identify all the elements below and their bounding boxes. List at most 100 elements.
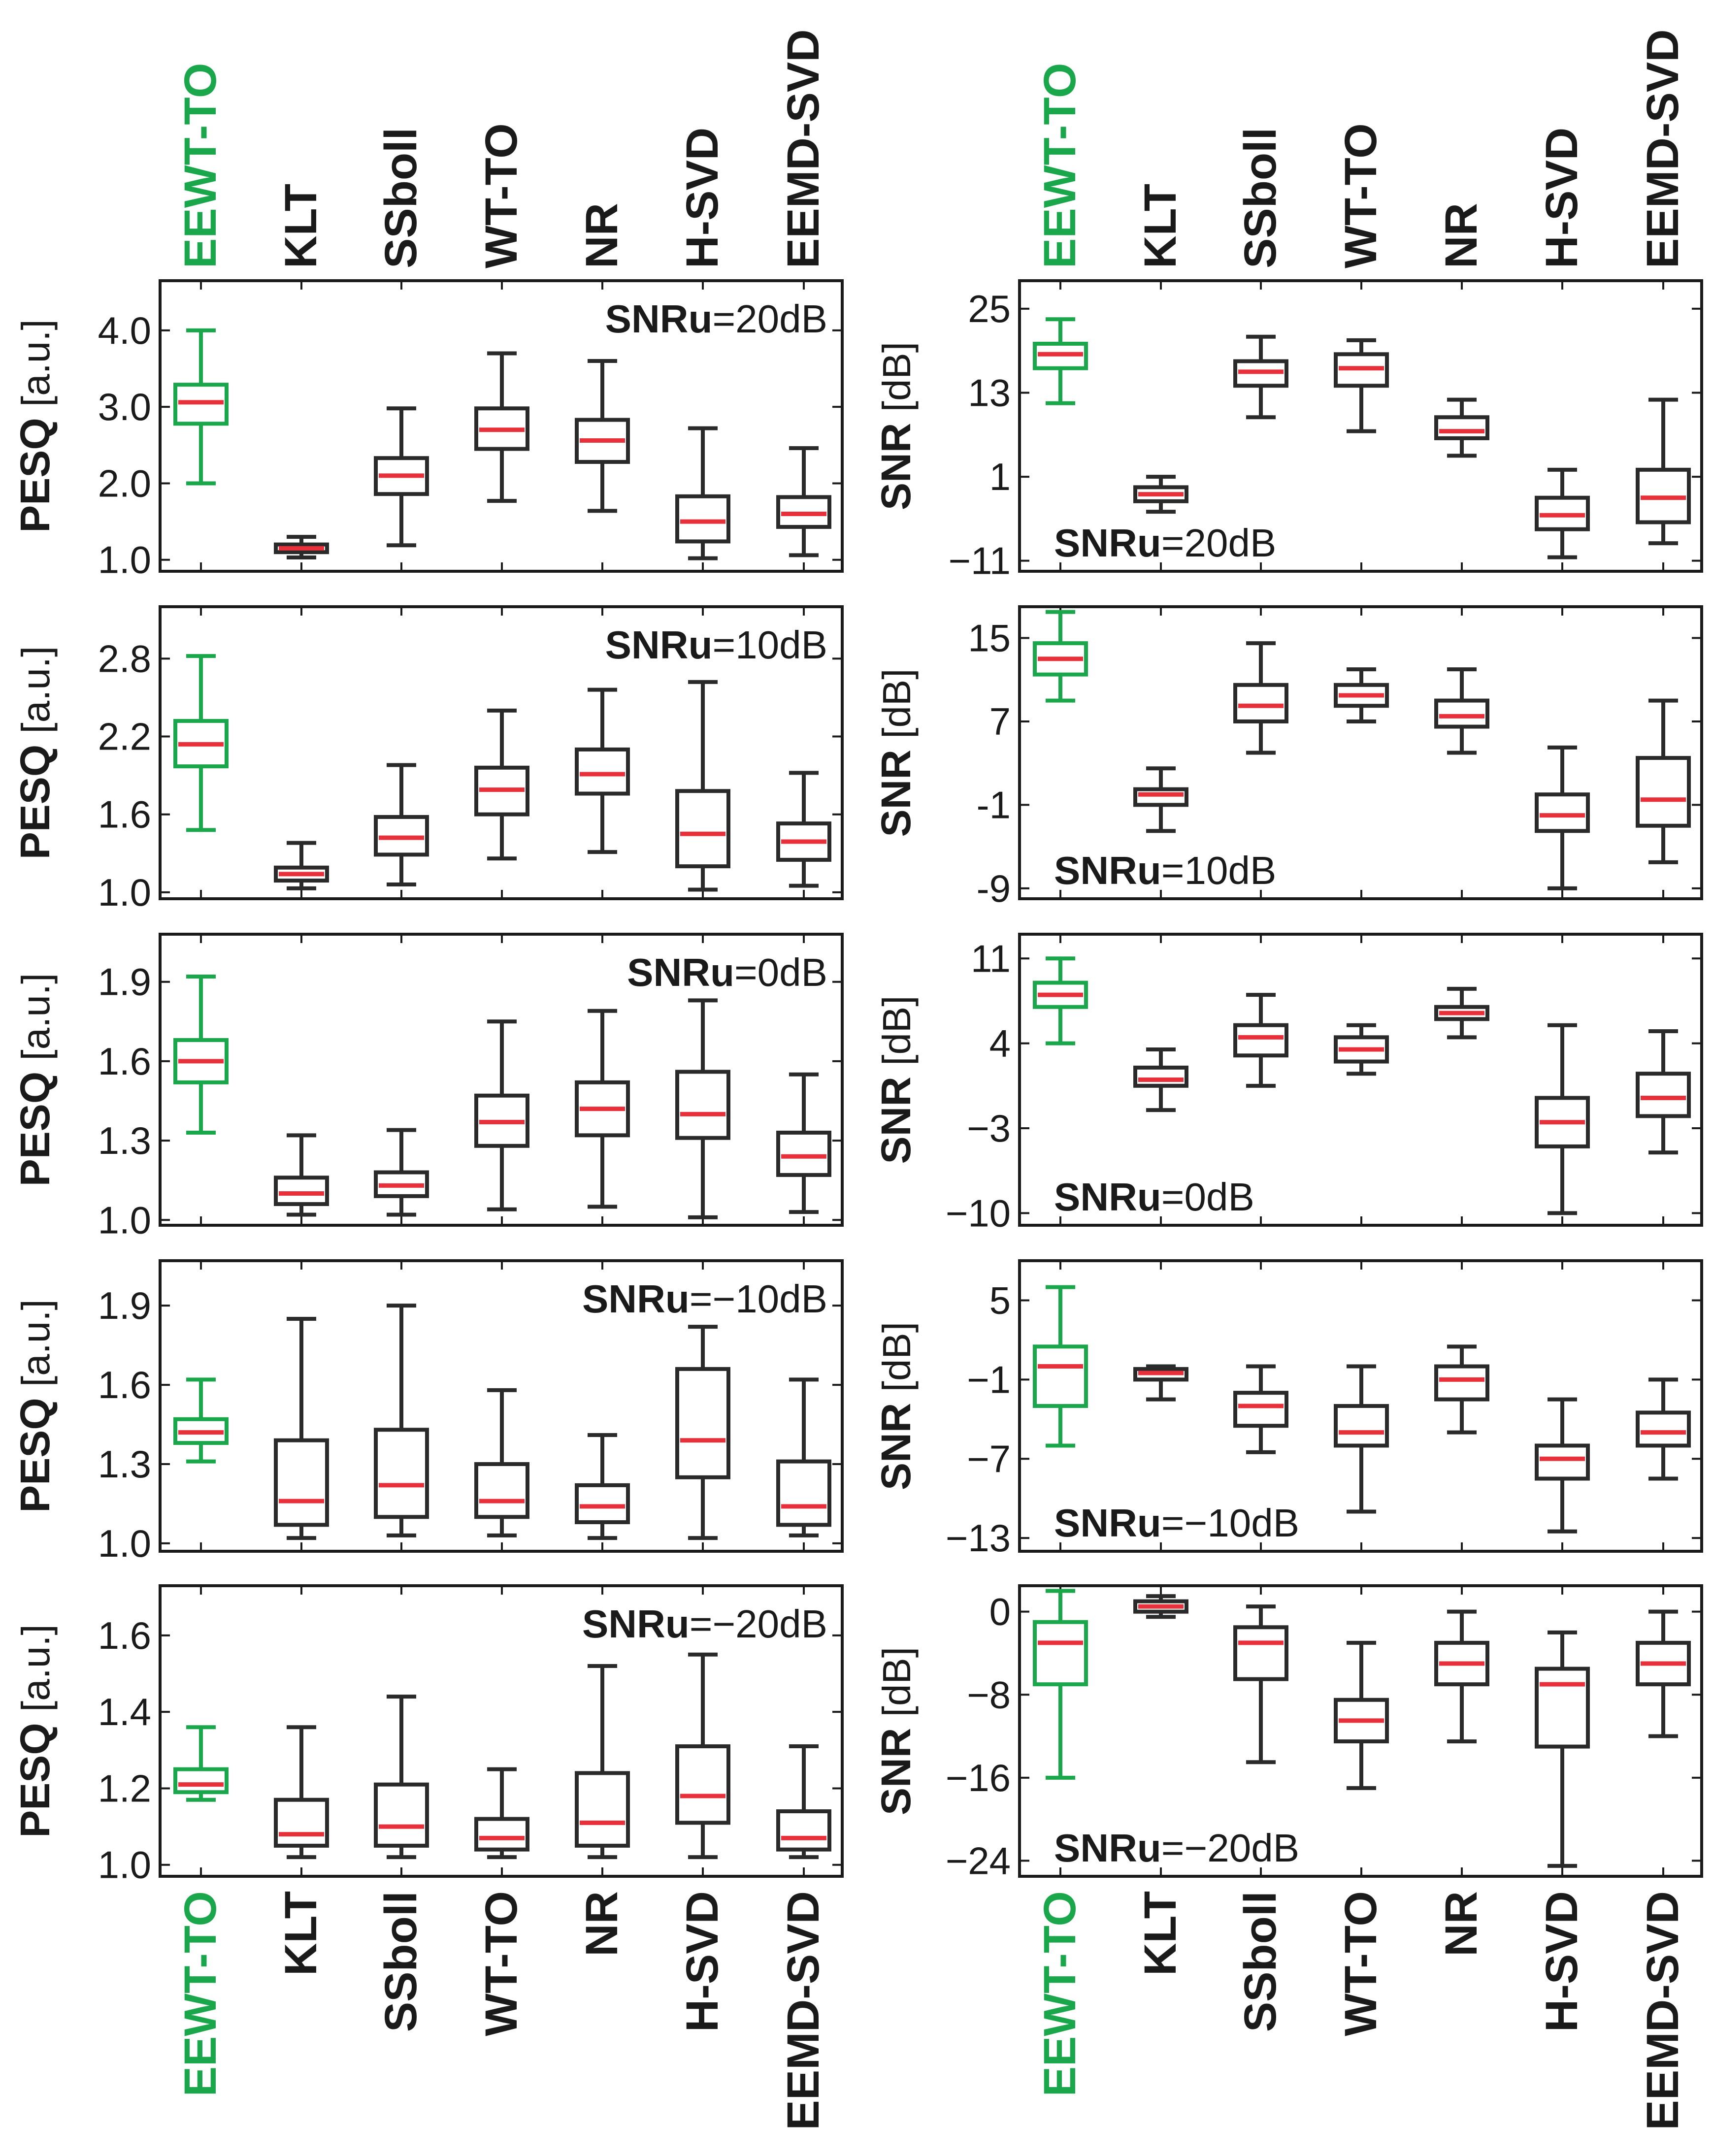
y-tick-label: 4 — [989, 1022, 1011, 1065]
y-tick-label: −1 — [967, 1358, 1011, 1401]
method-label-wt-to: WT-TO — [476, 1891, 527, 2036]
y-axis-label-bold: SNR — [873, 1728, 919, 1815]
y-tick-label: −24 — [946, 1839, 1011, 1882]
method-label-nr: NR — [577, 1891, 627, 1957]
box-nr — [1434, 1609, 1489, 1744]
y-axis-label-unit: [a.u.] — [14, 646, 58, 745]
panel-annotation-value: =20dB — [712, 297, 827, 341]
method-label-eemd-svd: EEMD-SVD — [778, 1891, 828, 2130]
iqr-box — [1334, 1404, 1389, 1448]
y-axis-label: SNR [dB] — [873, 1647, 919, 1815]
box-ssboll — [374, 406, 429, 548]
method-label-h-svd: H-SVD — [677, 128, 727, 268]
iqr-box — [776, 1459, 831, 1527]
box-h-svd — [675, 1652, 730, 1860]
panel-annotation: SNRu=−10dB — [1054, 1501, 1299, 1545]
iqr-box — [575, 1771, 630, 1848]
y-tick-label: −16 — [946, 1756, 1011, 1799]
box-ssboll — [374, 1128, 429, 1217]
y-tick-label: −7 — [967, 1437, 1011, 1480]
y-axis-label: SNR [dB] — [873, 342, 919, 510]
method-label-ssboll: SSboll — [376, 128, 426, 268]
panel-pesq-10dB: 1.0 1.6 2.2 2.8 PESQ [a.u.] SNRu=10dB — [12, 605, 844, 914]
y-axis-label: PESQ [a.u.] — [12, 646, 58, 860]
y-axis-label: SNR [dB] — [873, 996, 919, 1164]
y-tick-label: 1.6 — [98, 1363, 151, 1406]
box-nr — [1434, 667, 1489, 755]
y-axis-label: PESQ [a.u.] — [12, 319, 58, 533]
y-axis-label-unit: [a.u.] — [14, 319, 58, 418]
iqr-box — [575, 747, 630, 796]
iqr-box — [1233, 1391, 1288, 1428]
method-label-h-svd: H-SVD — [1537, 128, 1587, 268]
box-klt — [274, 1725, 329, 1860]
box-wt-to — [474, 351, 529, 503]
box-wt-to — [474, 1767, 529, 1860]
box-klt — [274, 1317, 329, 1540]
y-tick-label: 4.0 — [98, 309, 151, 352]
y-tick-label: 1.0 — [98, 1843, 151, 1887]
panel-annotation-value: =0dB — [1161, 1175, 1254, 1219]
box-nr — [1434, 397, 1489, 458]
y-axis-label-unit: [dB] — [875, 1322, 919, 1403]
box-h-svd — [675, 998, 730, 1219]
method-label-ssboll: SSboll — [1235, 128, 1285, 268]
y-tick-label: 2.0 — [98, 461, 151, 505]
method-label-klt: KLT — [276, 184, 326, 268]
method-label-h-svd: H-SVD — [1537, 1891, 1587, 2032]
iqr-box — [474, 1817, 529, 1852]
box-h-svd — [1535, 1397, 1590, 1534]
panel-annotation: SNRu=20dB — [605, 297, 827, 341]
method-labels-top-col1: EEWT-TO KLT SSboll WT-TO NR H-SVD EEMD-SVD — [1035, 29, 1688, 268]
iqr-box — [776, 1809, 831, 1852]
panel-annotation-value: =10dB — [712, 623, 827, 667]
panel-pesq-20dB: 1.0 1.2 1.4 1.6 PESQ [a.u.] SNRu=−20dB — [12, 1584, 844, 1887]
box-eemd-svd — [776, 1072, 831, 1214]
y-axis-label-bold: PESQ — [12, 745, 58, 859]
box-klt — [274, 1133, 329, 1217]
iqr-box — [1636, 756, 1691, 828]
y-axis-label-bold: PESQ — [12, 1072, 58, 1186]
iqr-box — [1434, 415, 1489, 440]
y-axis-label-unit: [a.u.] — [14, 1299, 58, 1398]
iqr-box — [274, 1797, 329, 1848]
y-tick-label: −8 — [967, 1673, 1011, 1716]
panel-annotation-bold: SNRu — [1054, 1826, 1161, 1870]
panel-annotation: SNRu=−20dB — [582, 1602, 827, 1646]
box-eemd-svd — [1636, 1609, 1691, 1738]
y-axis-label-unit: [dB] — [875, 1647, 919, 1728]
box-nr — [1434, 1344, 1489, 1435]
panel-annotation: SNRu=10dB — [1054, 849, 1276, 892]
y-axis-label: PESQ [a.u.] — [12, 1624, 58, 1838]
iqr-box — [1434, 698, 1489, 729]
y-tick-label: 5 — [989, 1278, 1011, 1322]
box-eewt-to — [1033, 956, 1088, 1045]
method-label-eewt-to: EEWT-TO — [1035, 1891, 1085, 2096]
panel-annotation-bold: SNRu — [1054, 1501, 1161, 1545]
box-nr — [1434, 986, 1489, 1040]
y-axis-label-unit: [dB] — [875, 996, 919, 1077]
y-axis-label-unit: [dB] — [875, 669, 919, 750]
method-label-klt: KLT — [1135, 1891, 1186, 1976]
y-tick-label: 3.0 — [98, 385, 151, 428]
panel-annotation-value: =−20dB — [1161, 1826, 1299, 1870]
iqr-box — [474, 1462, 529, 1519]
panel-annotation-bold: SNRu — [605, 297, 713, 341]
panel-annotation-value: =−10dB — [690, 1277, 827, 1321]
y-tick-label: 1.3 — [98, 1119, 151, 1162]
y-tick-label: 1.9 — [98, 1284, 151, 1327]
panel-annotation-bold: SNRu — [627, 950, 734, 994]
y-tick-label: 11 — [971, 937, 1011, 980]
panel-annotation-value: =−10dB — [1161, 1501, 1299, 1545]
panel-annotation: SNRu=10dB — [605, 623, 827, 667]
method-label-eewt-to: EEWT-TO — [175, 63, 226, 268]
y-tick-label: 1.0 — [98, 1522, 151, 1565]
method-label-nr: NR — [1436, 203, 1486, 268]
panel-snr-10dB: -9 -1 7 15 SNR [dB] SNRu=10dB — [873, 605, 1703, 910]
panel-annotation-bold: SNRu — [1054, 1175, 1161, 1219]
y-tick-label: 2.8 — [98, 637, 151, 680]
box-eemd-svd — [776, 446, 831, 557]
y-axis-label: SNR [dB] — [873, 669, 919, 837]
box-h-svd — [675, 680, 730, 892]
method-label-ssboll: SSboll — [376, 1891, 426, 2032]
